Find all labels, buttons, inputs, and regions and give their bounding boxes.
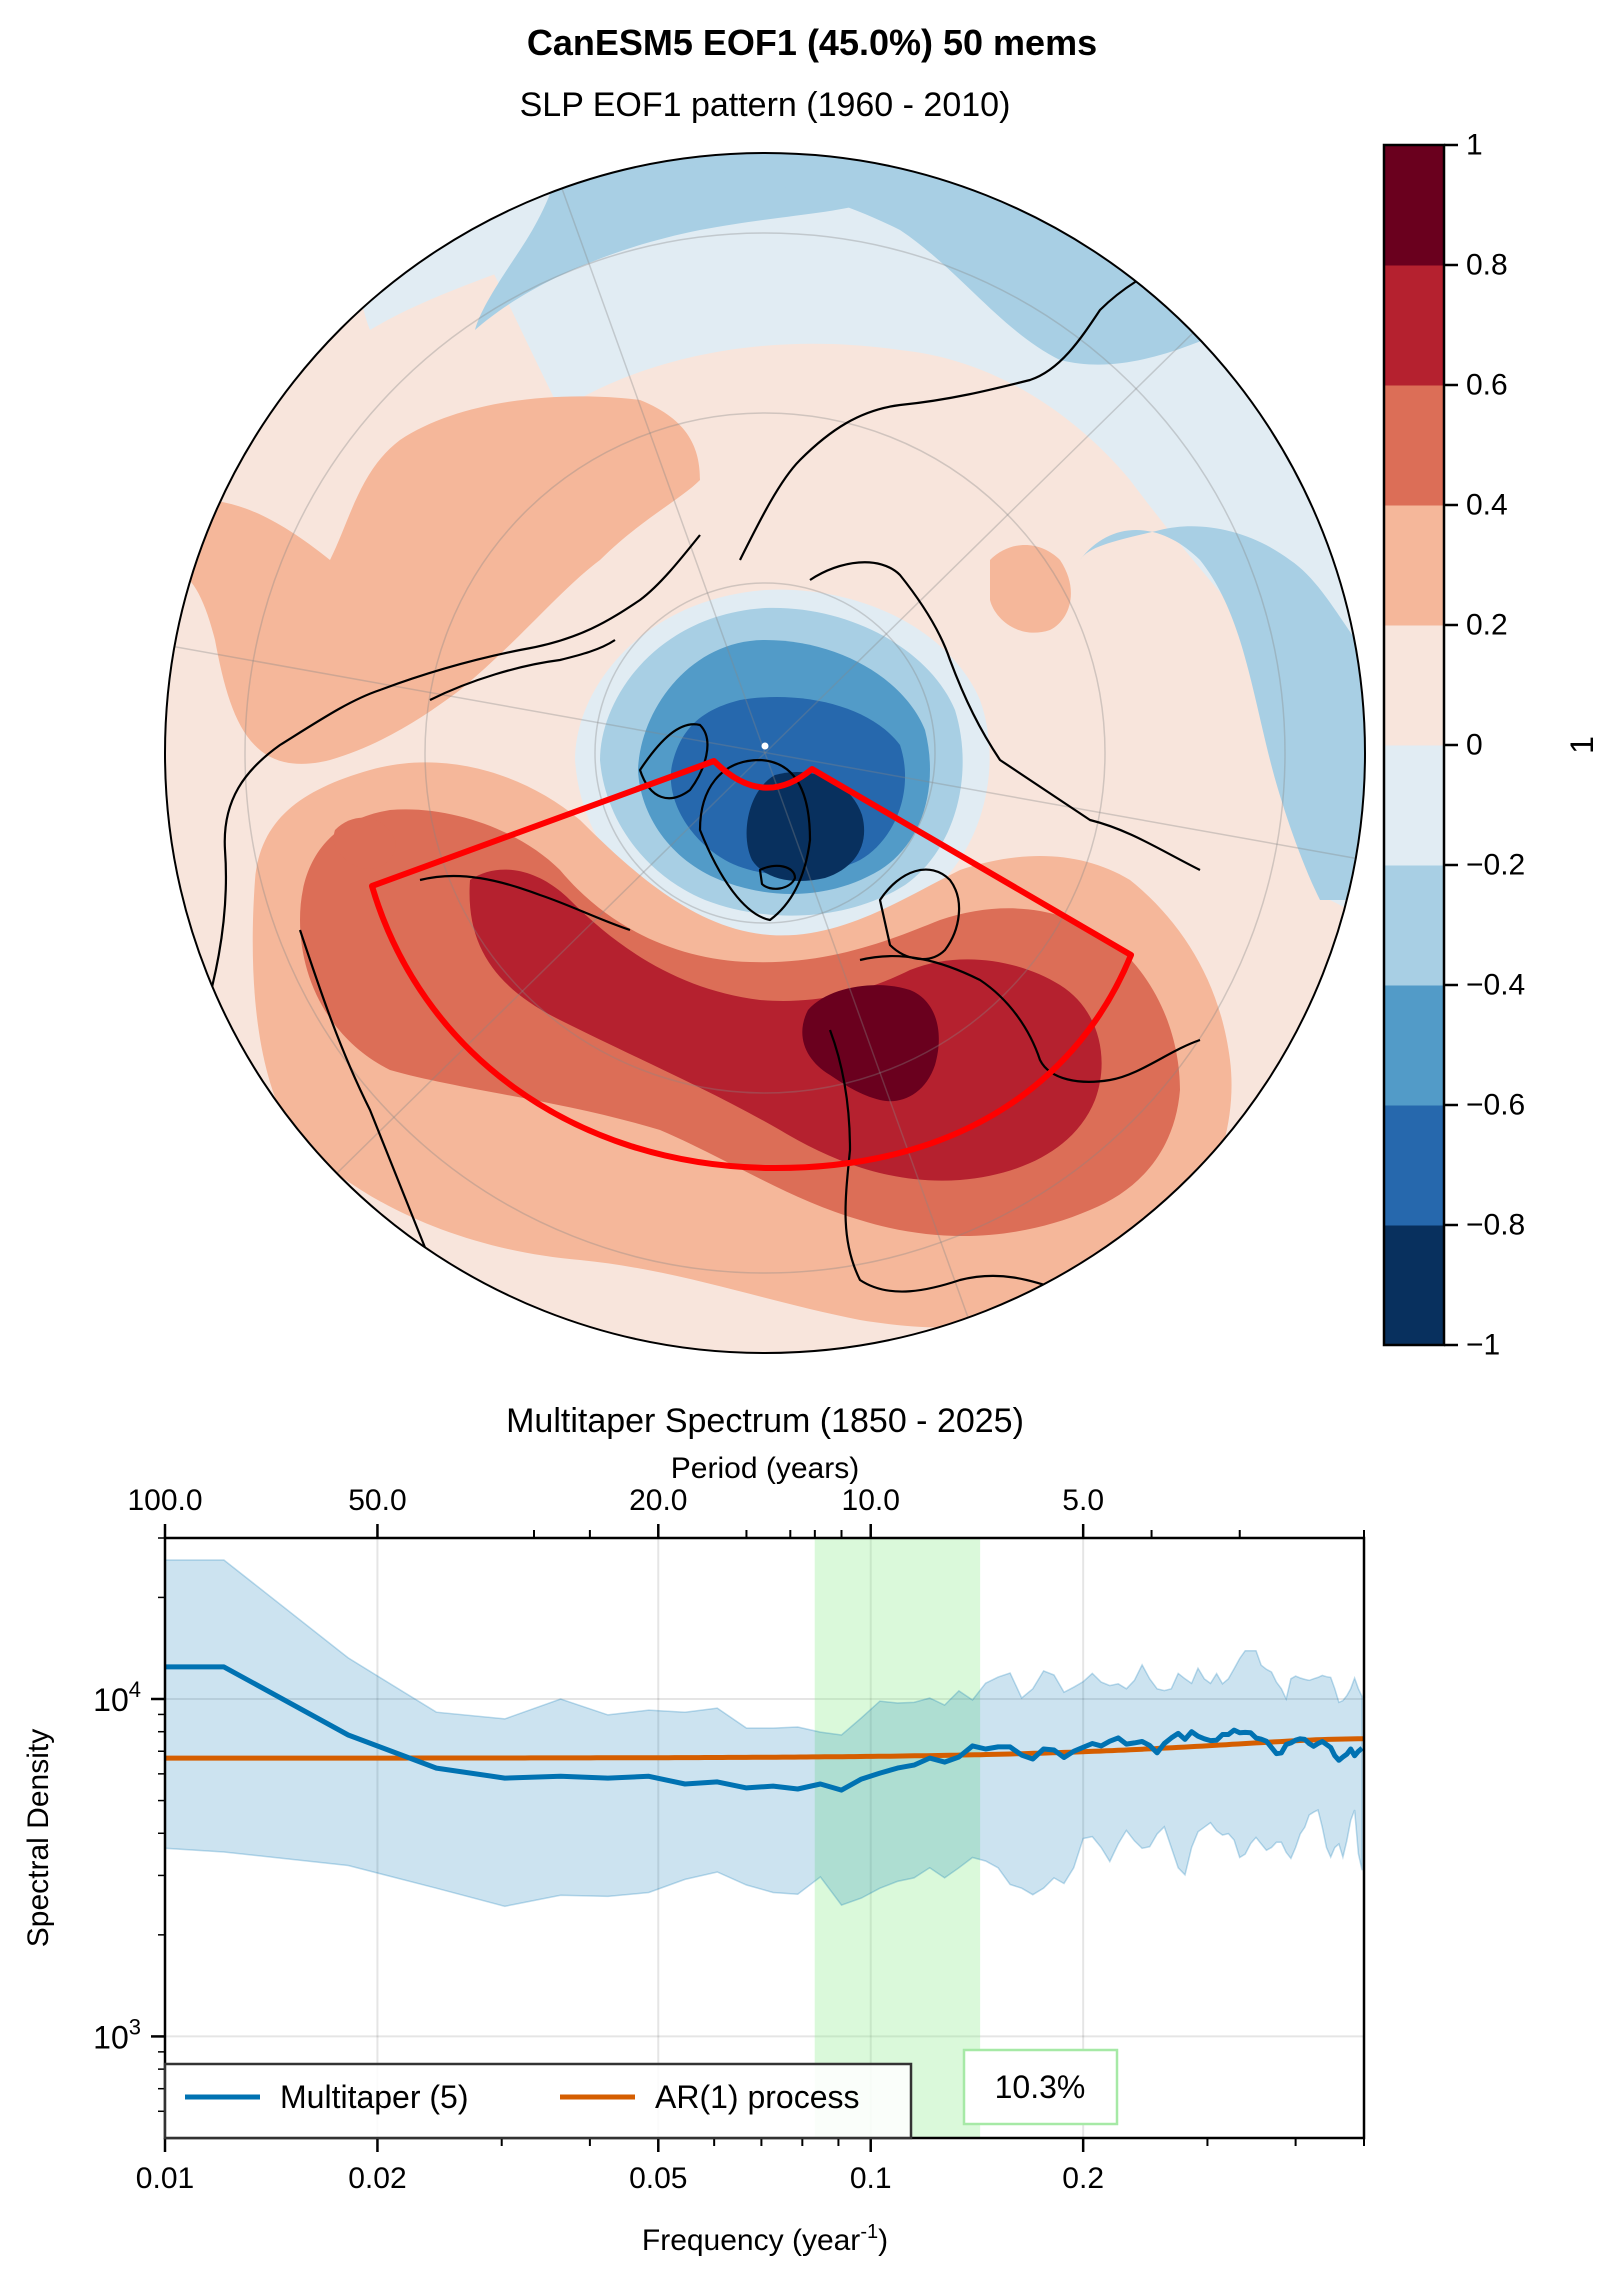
contour-level-0.2-0.4-east-patch (990, 545, 1071, 633)
x-axis-label-main: Frequency (year (642, 2224, 860, 2257)
colorbar-bin (1384, 145, 1444, 266)
legend: Multitaper (5) AR(1) process (163, 2062, 913, 2140)
colorbar-tick-label: 0.2 (1466, 609, 1508, 642)
nao-region-box (369, 758, 1134, 1172)
multitaper-line (165, 1664, 1364, 1793)
legend-label-multitaper: Multitaper (5) (280, 2079, 469, 2115)
colorbar-tick-label: −0.6 (1466, 1089, 1525, 1122)
y-axis-label: Spectral Density (22, 1729, 55, 1947)
graticule (165, 182, 1365, 1324)
coastline-iberia-africa (828, 1029, 1061, 1293)
colorbar-tick-label: 0 (1466, 729, 1483, 762)
colorbar-bins (1384, 145, 1444, 1346)
colorbar-bin (1384, 1225, 1444, 1346)
y-tick-label: 103 (93, 2014, 141, 2055)
colorbar-bin (1384, 865, 1444, 986)
x-axis-label: Frequency (year-1) (642, 2221, 888, 2257)
legend-label-ar1: AR(1) process (655, 2079, 860, 2115)
band-variance-annotation: 10.3% (995, 2069, 1086, 2105)
x-tick-label: 0.1 (850, 2162, 892, 2195)
contour-level-neg0.4-neg0.2-asia (1080, 526, 1365, 900)
contour-level-neg1-neg0.8-arctic (746, 771, 865, 881)
coastline-canadian-archipelago (638, 723, 709, 800)
colorbar-label: 1 (1564, 736, 1600, 754)
colorbar-tick-label: 0.4 (1466, 489, 1508, 522)
map-title: SLP EOF1 pattern (1960 - 2010) (519, 86, 1011, 124)
period-axis-ticks: 100.0 50.0 20.0 10.0 5.0 (127, 1484, 1365, 1538)
x-tick-label: 0.2 (1062, 2162, 1104, 2195)
x-tick-label: 0.05 (629, 2162, 687, 2195)
frequency-axis-ticks: 0.01 0.02 0.05 0.1 0.2 (136, 2138, 1365, 2195)
legend-frame (163, 2062, 913, 2140)
spectrum-title: Multitaper Spectrum (1850 - 2025) (506, 1402, 1024, 1440)
coastline-alaska (429, 639, 616, 701)
north-pole-marker (761, 742, 769, 750)
multitaper-confidence-band (164, 1559, 1363, 1908)
y-tick-label: 104 (93, 1677, 141, 1718)
contour-level-neg0.4-neg0.2-pacific (475, 153, 880, 330)
ar1-process-line (165, 1736, 1364, 1761)
colorbar-bin (1384, 385, 1444, 506)
coastline-greenland (698, 758, 812, 922)
x-axis-label-close: ) (878, 2224, 888, 2257)
x-tick-label: 0.02 (348, 2162, 406, 2195)
colorbar-tick-label: −0.2 (1466, 849, 1525, 882)
period-axis-label: Period (years) (671, 1452, 859, 1485)
map-boundary (164, 152, 1366, 1354)
colorbar-bin (1384, 1105, 1444, 1226)
x-axis-label-sup: -1 (860, 2221, 878, 2243)
colorbar-ticks: −1 −0.8 −0.6 −0.4 −0.2 0 0.2 0.4 0.6 0.8 1 (1444, 129, 1525, 1362)
colorbar-tick-label: −0.8 (1466, 1209, 1525, 1242)
period-tick-label: 5.0 (1062, 1484, 1104, 1517)
contour-level-0.4-0.6-westpatch (333, 817, 396, 869)
eof-map (164, 152, 1366, 1354)
coastline-siberia (739, 258, 1181, 561)
highlight-band (814, 1538, 981, 2138)
colorbar-bin (1384, 985, 1444, 1106)
contour-level-0.6-0.8-atlantic (469, 869, 1102, 1181)
spectral-density-axis-ticks: 103 104 (93, 1537, 165, 2113)
coastline-eurasia-arctic (809, 561, 1201, 871)
colorbar: −1 −0.8 −0.6 −0.4 −0.2 0 0.2 0.4 0.6 0.8 1 1 (1382, 129, 1600, 1362)
map-contours (165, 153, 1365, 1353)
colorbar-tick-label: −1 (1466, 1329, 1500, 1362)
figure-suptitle: CanESM5 EOF1 (45.0%) 50 mems (526, 22, 1098, 63)
period-tick-label: 20.0 (629, 1484, 687, 1517)
x-tick-label: 0.01 (136, 2162, 194, 2195)
coastline-us-east (419, 874, 631, 932)
coastlines (188, 258, 1201, 1351)
colorbar-bin (1384, 745, 1444, 866)
coastline-north-america-west (188, 534, 701, 1061)
colorbar-bin (1384, 265, 1444, 386)
period-tick-label: 10.0 (842, 1484, 900, 1517)
period-tick-label: 50.0 (348, 1484, 406, 1517)
colorbar-bin (1384, 625, 1444, 746)
coastline-europe (859, 954, 1201, 1083)
coastline-iceland (758, 864, 797, 890)
colorbar-tick-label: 1 (1466, 129, 1483, 162)
colorbar-tick-label: 0.8 (1466, 249, 1508, 282)
colorbar-tick-label: −0.4 (1466, 969, 1525, 1002)
colorbar-bin (1384, 505, 1444, 626)
period-tick-label: 100.0 (127, 1484, 202, 1517)
colorbar-tick-label: 0.6 (1466, 369, 1508, 402)
contour-level-0.2-0.4-west (165, 396, 700, 764)
band-variance-annotation-box (962, 2048, 1119, 2126)
contour-level-0.8-1-iberia (802, 985, 939, 1102)
